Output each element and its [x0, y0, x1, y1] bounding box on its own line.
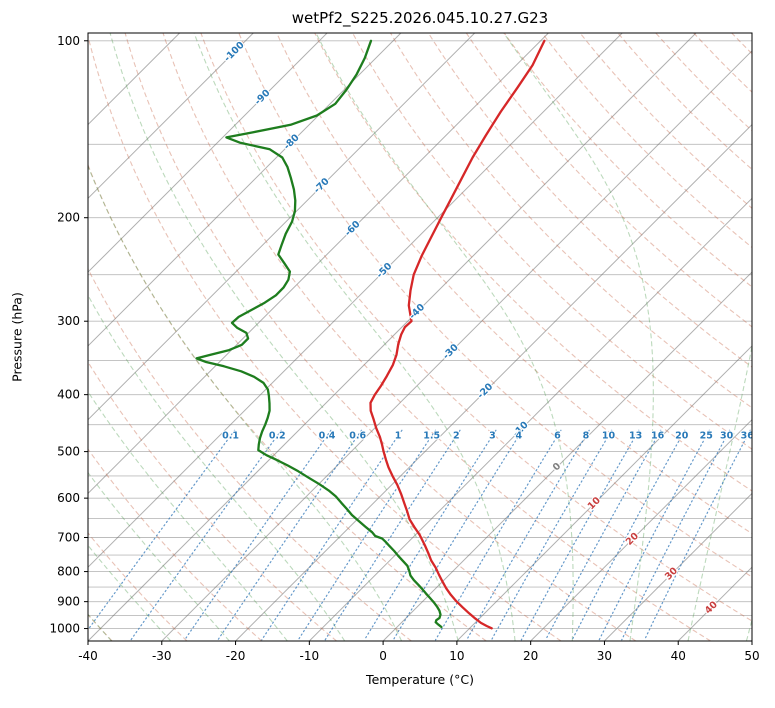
mixing-ratio-label: 0.6: [349, 430, 366, 441]
x-tick-label: 50: [744, 649, 759, 663]
x-axis-label: Temperature (°C): [366, 672, 474, 687]
y-tick-label: 600: [57, 491, 80, 505]
y-axis-label: Pressure (hPa): [9, 292, 25, 382]
mixing-ratio-label: 20: [675, 430, 689, 441]
pressure-gridlines: [88, 40, 752, 629]
sounding-curves: [195, 39, 546, 630]
mixing-ratio-label: 1: [395, 430, 402, 441]
x-tick-label: 20: [523, 649, 538, 663]
y-tick-label: 100: [57, 34, 80, 48]
x-tick-label: -10: [300, 649, 320, 663]
mixing-ratio-label: 36: [741, 430, 755, 441]
chart-title: wetPf2_S225.2026.045.10.27.G23: [291, 9, 549, 27]
y-tick-label: 1000: [49, 622, 80, 636]
mixing-ratio-label: 8: [583, 430, 590, 441]
x-tick-label: 0: [379, 649, 387, 663]
y-tick-label: 800: [57, 565, 80, 579]
temperature-curve: [369, 39, 546, 630]
dry-adiabats: [88, 33, 752, 641]
mixing-ratio-label: 3: [489, 430, 496, 441]
dewpoint-curve: [195, 39, 443, 629]
y-tick-label: 400: [57, 388, 80, 402]
mixing-ratio-label: 1.5: [423, 430, 440, 441]
x-tick-label: -20: [226, 649, 246, 663]
y-tick-label: 700: [57, 530, 80, 544]
x-tick-label: 30: [597, 649, 612, 663]
x-tick-label: 10: [449, 649, 464, 663]
mixing-ratio-label: 25: [700, 430, 713, 441]
mixing-ratio-label: 0.1: [222, 430, 239, 441]
mixing-ratio-label: 13: [629, 430, 642, 441]
y-tick-label: 200: [57, 211, 80, 225]
mixing-ratio-label: 2: [453, 430, 460, 441]
mixing-ratio-label: 6: [554, 430, 561, 441]
mixing-ratio-label: 0.4: [319, 430, 336, 441]
x-tick-label: -30: [152, 649, 172, 663]
y-tick-label: 300: [57, 314, 80, 328]
mixing-ratio-label: 30: [720, 430, 734, 441]
mixing-ratio-label: 10: [602, 430, 616, 441]
x-tick-label: -40: [78, 649, 98, 663]
isotherms: [88, 33, 752, 641]
mixing-ratio-label: 4: [516, 430, 523, 441]
mixing-ratio-label: 0.2: [269, 430, 286, 441]
y-tick-label: 500: [57, 445, 80, 459]
y-tick-label: 900: [57, 595, 80, 609]
moist-adiabats: [88, 33, 752, 641]
mixing-ratio-labels: 0.1 0.2 0.4 0.6 1 1.5 2 3 4 6 8 10 13 16 20 25 30 36: [221, 429, 755, 442]
mixing-ratio-lines: [88, 429, 751, 641]
axes-frame: -40 -30 -20 -10 0 10 20 30 40 5010020030040050060…: [49, 32, 760, 663]
mixing-ratio-label: 16: [651, 430, 665, 441]
x-tick-label: 40: [671, 649, 686, 663]
